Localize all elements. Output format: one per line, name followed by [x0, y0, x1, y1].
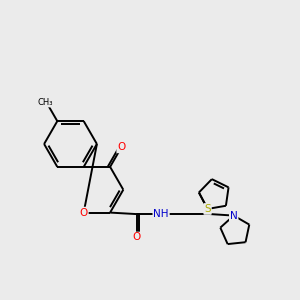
- Text: N: N: [230, 211, 238, 220]
- Text: NH: NH: [153, 209, 169, 219]
- Text: O: O: [117, 142, 125, 152]
- Text: CH₃: CH₃: [37, 98, 53, 107]
- Text: O: O: [80, 208, 88, 218]
- Text: O: O: [132, 232, 141, 242]
- Text: S: S: [204, 204, 211, 214]
